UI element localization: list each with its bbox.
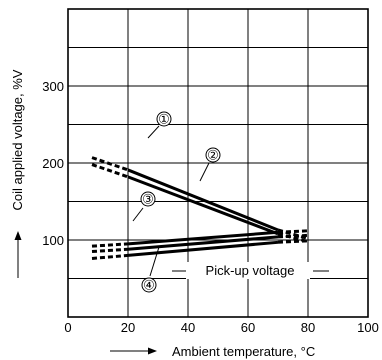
x-axis-arrowhead [148,347,157,355]
annotation-callouts: ① ② ③ ④ Pick-up voltage [132,111,329,293]
callout-label-1: ① [158,112,170,127]
callout-circle-1 [156,111,172,127]
series-4-dashed-start [91,253,129,260]
y-tick-labels: 100 200 300 [42,79,64,248]
y-axis-arrowhead [14,231,22,240]
y-tick-label: 100 [42,233,64,248]
callout-circle-2 [205,147,221,163]
y-axis-label-group: Coil applied voltage, %V [10,69,25,278]
x-tick-labels: 0 20 40 60 80 100 [64,320,378,335]
x-axis-label: Ambient temperature, °C [172,344,315,359]
series-5-dashed-end [277,233,309,239]
series-3-dashed-end [277,229,309,234]
series-4-dashed-end [277,239,309,244]
series-1-dashed-start [91,156,129,172]
callout-label-3: ③ [142,192,154,207]
leader-1 [147,125,160,139]
callout-circle-3 [140,191,156,207]
series-4-solid [127,240,279,257]
series-5-dashed-start [91,247,129,254]
y-tick-label: 300 [42,79,64,94]
series-lines [91,156,309,260]
y-tick-label: 200 [42,156,64,171]
leader-3 [132,207,144,222]
plot-frame [67,8,369,318]
callout-label-2: ② [207,148,219,163]
x-tick-label: 40 [181,320,195,335]
x-tick-label: 0 [64,320,71,335]
x-tick-label: 80 [301,320,315,335]
series-5-solid [127,235,279,251]
leader-2 [199,162,210,182]
pickup-label-bg [186,262,310,279]
series-3-solid [127,230,279,246]
series-3-dashed-start [91,242,129,248]
series-1-solid [127,168,279,232]
x-tick-label: 60 [241,320,255,335]
y-axis-label: Coil applied voltage, %V [10,69,25,210]
x-tick-label: 100 [357,320,379,335]
x-axis-label-group: Ambient temperature, °C [110,344,315,359]
x-tick-label: 20 [121,320,135,335]
callout-label-4: ④ [143,278,155,293]
series-2-dashed-start [91,163,129,179]
series-2-solid [127,175,279,236]
callout-circle-4 [141,277,157,293]
leader-4 [149,246,160,277]
pickup-label: Pick-up voltage [206,263,295,278]
